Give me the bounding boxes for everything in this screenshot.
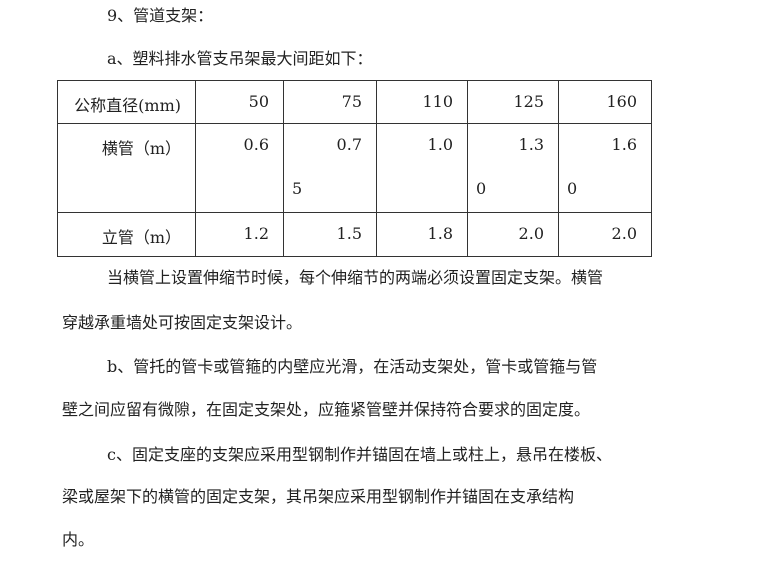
paragraph-line: 内。: [62, 530, 95, 549]
row-label: 横管（m）: [101, 139, 181, 158]
cell-value: 125: [513, 92, 544, 111]
table-row: 公称直径(mm) 50 75 110 125 160: [57, 80, 652, 124]
cell-value: 1.8: [427, 224, 453, 243]
row-label-cell: 横管（m）: [57, 123, 196, 213]
row-label: 立管（m）: [101, 228, 181, 247]
table-cell: 1.5: [283, 212, 377, 257]
cell-value: 160: [606, 92, 637, 111]
paragraph-line: 穿越承重墙处可按固定支架设计。: [62, 313, 303, 332]
table-cell: 1.8: [376, 212, 468, 257]
cell-value: 75: [341, 92, 362, 111]
cell-value: 1.3: [518, 135, 544, 154]
row-label-cell: 立管（m）: [57, 212, 196, 257]
row-label-cell: 公称直径(mm): [57, 80, 196, 124]
table-cell: 50: [195, 80, 284, 124]
cell-value-wrap: 0: [567, 179, 578, 198]
table-cell: 2.0: [558, 212, 652, 257]
table-cell: 1.0: [376, 123, 468, 213]
row-label: 公称直径(mm): [74, 96, 181, 115]
table-row: 横管（m） 0.6 0.7 5 1.0 1.3 0 1.6 0: [57, 123, 652, 213]
table-cell: 1.2: [195, 212, 284, 257]
table-cell: 1.6 0: [558, 123, 652, 213]
paragraph-line: 当横管上设置伸缩节时候，每个伸缩节的两端必须设置固定支架。横管: [107, 268, 604, 287]
cell-value: 2.0: [611, 224, 637, 243]
section-heading: 9、管道支架：: [107, 6, 214, 25]
cell-value: 1.6: [611, 135, 637, 154]
pipe-support-spacing-table: 公称直径(mm) 50 75 110 125 160 横管（m） 0.6 0.7 5 1.0 1.3 0…: [57, 80, 652, 257]
paragraph-line: b、管托的管卡或管箍的内壁应光滑，在活动支架处，管卡或管箍与管: [107, 357, 598, 376]
cell-value-wrap: 0: [476, 179, 487, 198]
paragraph-line: c、固定支座的支架应采用型钢制作并锚固在墙上或柱上，悬吊在楼板、: [107, 445, 612, 464]
table-cell: 160: [558, 80, 652, 124]
cell-value: 110: [422, 92, 453, 111]
cell-value: 0.7: [336, 135, 362, 154]
cell-value: 50: [248, 92, 269, 111]
table-cell: 125: [467, 80, 559, 124]
table-cell: 1.3 0: [467, 123, 559, 213]
cell-value: 1.0: [427, 135, 453, 154]
subheading: a、塑料排水管支吊架最大间距如下：: [107, 49, 373, 68]
table-row: 立管（m） 1.2 1.5 1.8 2.0 2.0: [57, 212, 652, 257]
cell-value-wrap: 5: [292, 179, 303, 198]
table-cell: 0.6: [195, 123, 284, 213]
cell-value: 1.2: [243, 224, 269, 243]
cell-value: 2.0: [518, 224, 544, 243]
table-cell: 2.0: [467, 212, 559, 257]
cell-value: 0.6: [243, 135, 269, 154]
table-cell: 75: [283, 80, 377, 124]
table-cell: 110: [376, 80, 468, 124]
paragraph-line: 梁或屋架下的横管的固定支架，其吊架应采用型钢制作并锚固在支承结构: [62, 487, 575, 506]
cell-value: 1.5: [336, 224, 362, 243]
paragraph-line: 壁之间应留有微隙，在固定支架处，应箍紧管壁并保持符合要求的固定度。: [62, 400, 591, 419]
table-cell: 0.7 5: [283, 123, 377, 213]
